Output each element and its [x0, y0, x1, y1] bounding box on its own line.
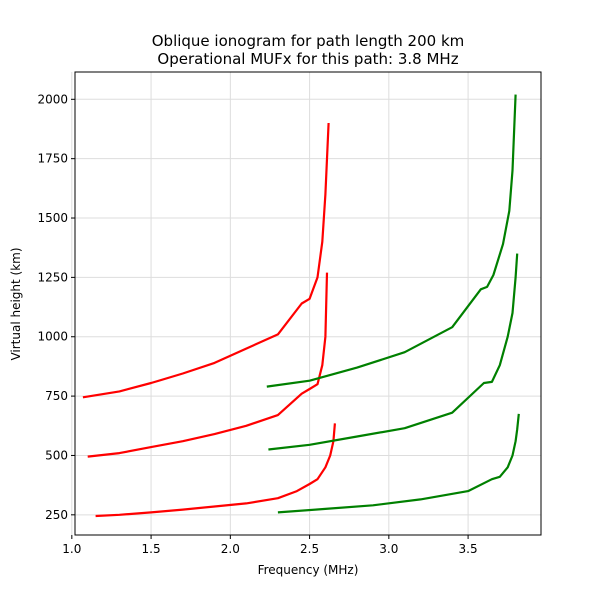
x-tick-label: 1.5	[142, 542, 161, 556]
y-tick-label: 1000	[37, 330, 68, 344]
red-trace-3	[82, 122, 330, 399]
y-tick-label: 750	[45, 389, 68, 403]
x-axis-label: Frequency (MHz)	[258, 563, 359, 577]
y-tick-label: 1750	[37, 152, 68, 166]
chart-title: Oblique ionogram for path length 200 km	[152, 32, 465, 50]
red-trace-2	[87, 272, 329, 458]
y-tick-label: 2000	[37, 92, 68, 106]
green-trace-4	[277, 413, 520, 514]
y-tick-label: 250	[45, 508, 68, 522]
y-axis: 250 500 750 1000 1250 1500 1750 2000	[37, 92, 75, 522]
x-tick-label: 1.0	[62, 542, 81, 556]
chart-subtitle: Operational MUFx for this path: 3.8 MHz	[157, 50, 458, 68]
x-tick-label: 3.0	[379, 542, 398, 556]
green-trace-5	[268, 253, 519, 451]
x-tick-label: 2.5	[300, 542, 319, 556]
grid-lines	[71, 72, 541, 535]
series-layer	[82, 94, 520, 518]
red-trace-1	[95, 423, 336, 518]
x-tick-label: 2.0	[221, 542, 240, 556]
y-tick-label: 1250	[37, 270, 68, 284]
x-axis: 1.0 1.5 2.0 2.5 3.0 3.5	[62, 535, 478, 556]
y-axis-label: Virtual height (km)	[9, 247, 23, 360]
y-tick-label: 500	[45, 448, 68, 462]
green-trace-6	[266, 94, 517, 388]
y-tick-label: 1500	[37, 211, 68, 225]
x-tick-label: 3.5	[459, 542, 478, 556]
plot-frame	[74, 71, 542, 536]
